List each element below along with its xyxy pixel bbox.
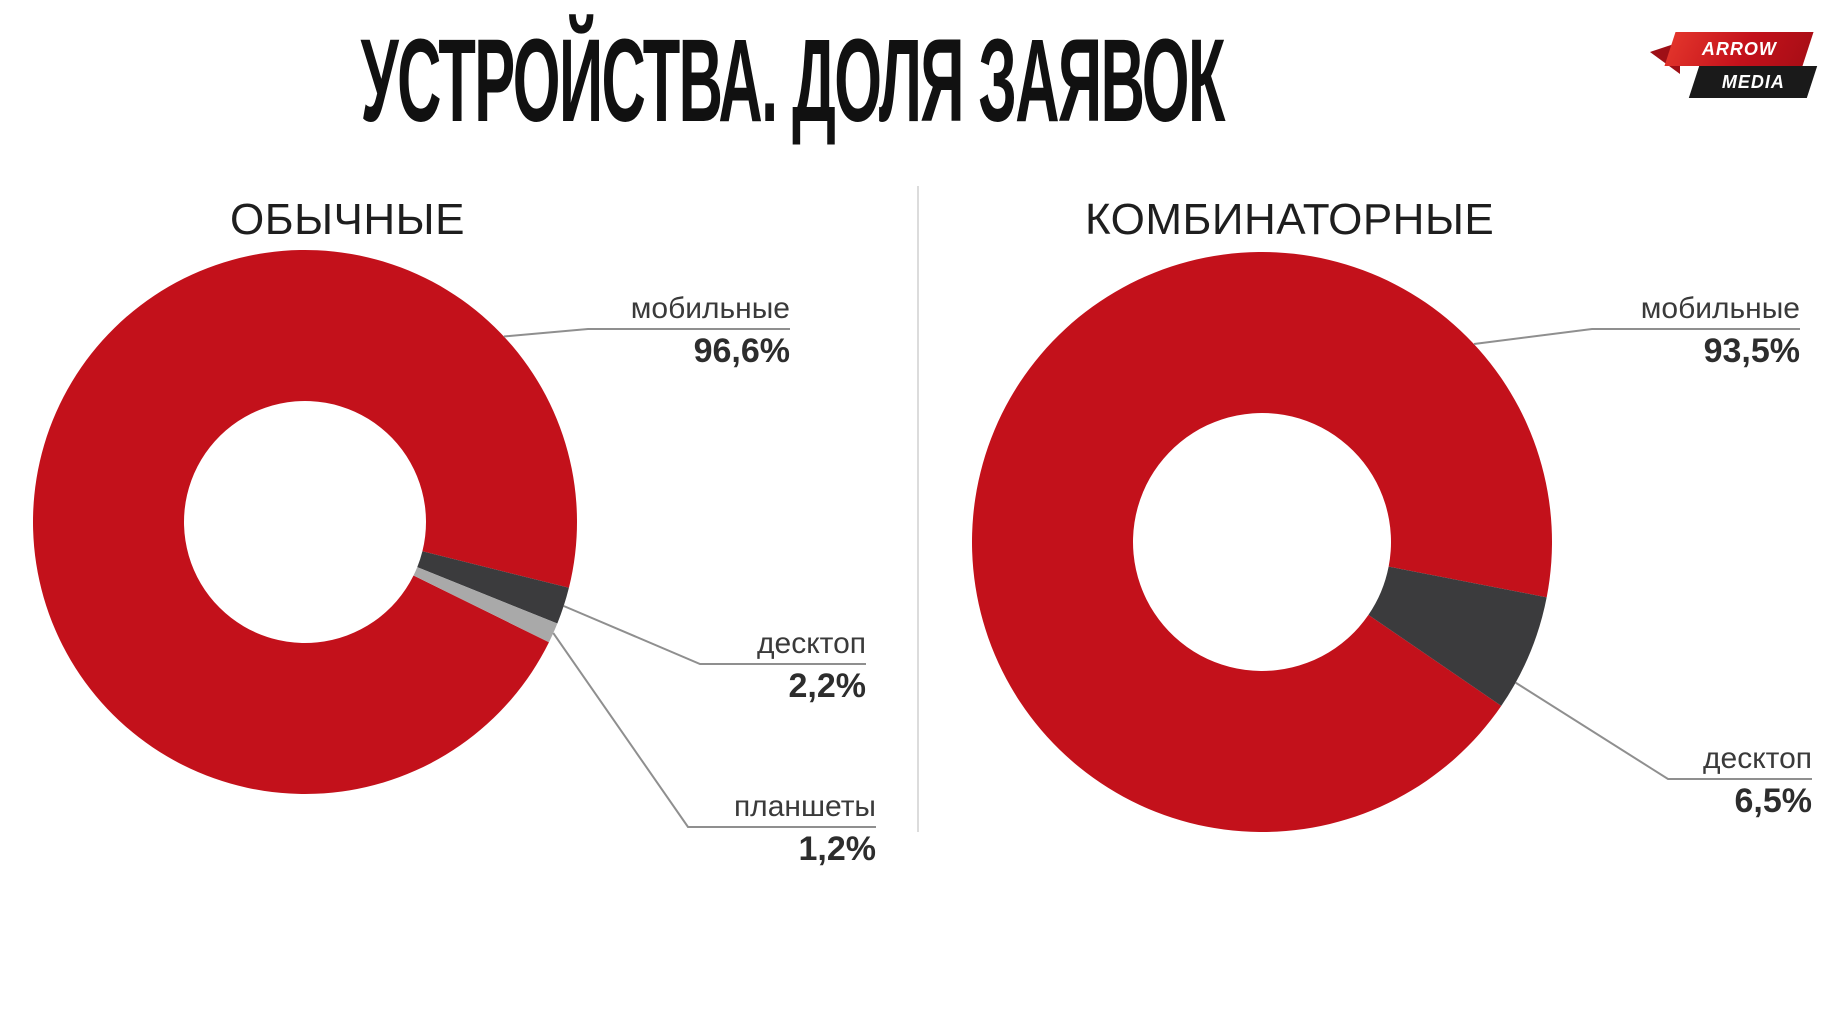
arrowmedia-logo: ARROW MEDIA: [1648, 26, 1824, 108]
donut-chart-combinatorial: [971, 252, 1812, 833]
section-title-regular: ОБЫЧНЫЕ: [230, 195, 465, 244]
leader-line-десктоп: [563, 605, 866, 665]
donut-slice-десктоп: [417, 551, 569, 624]
slice-label-desktop-regular: десктоп 2,2%: [757, 627, 866, 705]
slice-label-mobile-combinatorial: мобильные 93,5%: [1640, 292, 1800, 370]
leader-line-мобильные: [503, 328, 790, 338]
donut-chart-regular: [32, 250, 876, 828]
slice-label-mobile-regular: мобильные 96,6%: [630, 292, 790, 370]
section-title-combinatorial: КОМБИНАТОРНЫЕ: [1085, 195, 1495, 244]
donut-slice-десктоп: [1368, 566, 1547, 706]
page-title: УСТРОЙСТВА. ДОЛЯ ЗАЯВОК: [360, 15, 1225, 147]
donut-slice-планшеты: [413, 567, 558, 643]
leader-line-десктоп: [1515, 681, 1812, 780]
donut-slice-мобильные: [32, 250, 577, 795]
divider-line: [917, 186, 919, 832]
slice-label-desktop-combinatorial: десктоп 6,5%: [1703, 742, 1812, 820]
leader-line-мобильные: [1473, 328, 1800, 345]
slice-label-tablets-regular: планшеты 1,2%: [733, 790, 876, 868]
leader-line-планшеты: [552, 632, 876, 828]
donut-slice-мобильные: [971, 252, 1552, 833]
